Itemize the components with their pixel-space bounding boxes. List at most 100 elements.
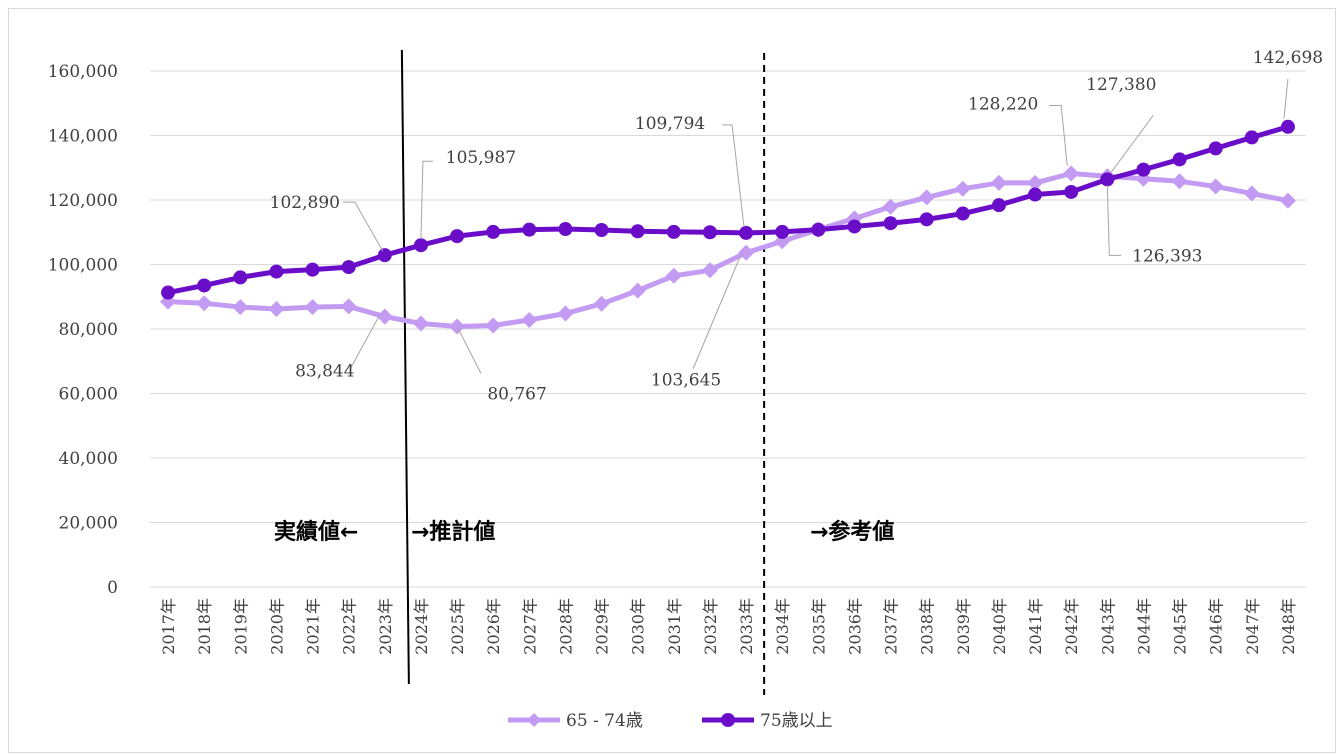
data-point-circle bbox=[558, 222, 573, 237]
x-tick-label: 2021年 bbox=[304, 598, 323, 655]
data-point-circle bbox=[883, 216, 898, 231]
legend-label-75plus: 75歳以上 bbox=[760, 711, 833, 731]
data-point-circle bbox=[919, 212, 934, 227]
data-point-circle bbox=[847, 219, 862, 234]
x-tick-label: 2040年 bbox=[990, 598, 1009, 655]
leader-line bbox=[1283, 78, 1289, 119]
data-point-circle bbox=[1064, 184, 1079, 199]
annotation-estimate: →推計値 bbox=[411, 519, 495, 545]
annotation-actual: 実績値← bbox=[274, 519, 358, 545]
gridlines bbox=[150, 70, 1306, 588]
series-lines bbox=[160, 119, 1296, 335]
data-point-diamond bbox=[1171, 173, 1188, 190]
y-tick-label: 0 bbox=[107, 578, 118, 598]
y-axis: 0 20,000 40,000 60,000 80,000 100,000 120,000 1… bbox=[48, 62, 118, 598]
data-label: 127,380 bbox=[1086, 75, 1156, 95]
annotation-reference: →参考値 bbox=[810, 519, 894, 545]
data-point-diamond bbox=[521, 311, 538, 328]
x-tick-label: 2030年 bbox=[629, 598, 648, 655]
data-point-circle bbox=[991, 198, 1006, 213]
data-point-diamond bbox=[593, 295, 610, 312]
legend-marker-diamond bbox=[527, 713, 541, 727]
data-point-diamond bbox=[557, 305, 574, 322]
x-tick-label: 2028年 bbox=[556, 598, 575, 655]
x-tick-label: 2020年 bbox=[267, 598, 286, 655]
x-tick-label: 2017年 bbox=[159, 598, 178, 655]
data-label: 102,890 bbox=[270, 193, 340, 213]
data-point-diamond bbox=[1279, 192, 1296, 209]
divider-actual-estimate bbox=[400, 49, 410, 685]
data-labels: 83,844 80,767 103,645 128,220 127,380 102,890… bbox=[270, 48, 1323, 405]
data-point-diamond bbox=[485, 317, 502, 334]
data-point-diamond bbox=[1243, 185, 1260, 202]
y-tick-label: 160,000 bbox=[48, 62, 118, 82]
data-point-circle bbox=[161, 285, 176, 300]
y-tick-label: 100,000 bbox=[48, 256, 118, 276]
x-tick-label: 2024年 bbox=[412, 598, 431, 655]
data-point-circle bbox=[702, 225, 717, 240]
x-tick-label: 2042年 bbox=[1062, 598, 1081, 655]
data-point-circle bbox=[1244, 130, 1259, 145]
x-tick-label: 2031年 bbox=[665, 598, 684, 655]
data-label: 126,393 bbox=[1132, 246, 1202, 266]
data-point-circle bbox=[775, 224, 790, 239]
y-tick-label: 20,000 bbox=[59, 514, 118, 534]
leader-line bbox=[1106, 185, 1122, 256]
data-point-circle bbox=[197, 278, 212, 293]
leader-line bbox=[722, 124, 745, 227]
period-dividers bbox=[400, 49, 766, 695]
data-point-diamond bbox=[665, 267, 682, 284]
label-leader-lines bbox=[342, 78, 1289, 374]
data-point-circle bbox=[594, 222, 609, 237]
data-point-circle bbox=[269, 264, 284, 279]
x-tick-label: 2027年 bbox=[520, 598, 539, 655]
x-tick-label: 2041年 bbox=[1026, 598, 1045, 655]
data-point-circle bbox=[811, 222, 826, 237]
leader-line bbox=[420, 160, 433, 240]
leader-line bbox=[349, 316, 380, 370]
data-point-diamond bbox=[738, 244, 755, 261]
data-point-circle bbox=[1172, 152, 1187, 167]
data-point-circle bbox=[305, 262, 320, 277]
data-point-circle bbox=[233, 270, 248, 285]
data-point-diamond bbox=[1027, 174, 1044, 191]
data-label: 83,844 bbox=[295, 362, 354, 382]
x-tick-label: 2019年 bbox=[231, 598, 250, 655]
y-tick-label: 40,000 bbox=[59, 449, 118, 469]
x-tick-label: 2036年 bbox=[845, 598, 864, 655]
x-tick-label: 2044年 bbox=[1134, 598, 1153, 655]
data-label: 103,645 bbox=[651, 371, 721, 391]
data-point-diamond bbox=[1207, 178, 1224, 195]
data-point-diamond bbox=[918, 189, 935, 206]
leader-line bbox=[342, 201, 384, 252]
data-point-circle bbox=[955, 206, 970, 221]
legend-marker-circle bbox=[721, 713, 735, 727]
x-tick-label: 2029年 bbox=[593, 598, 612, 655]
data-point-diamond bbox=[376, 308, 393, 325]
data-label: 80,767 bbox=[487, 385, 546, 405]
chart-border bbox=[8, 8, 1336, 753]
data-point-circle bbox=[1028, 187, 1043, 202]
y-tick-label: 80,000 bbox=[59, 320, 118, 340]
data-point-circle bbox=[630, 224, 645, 239]
data-label: 128,220 bbox=[968, 94, 1038, 114]
x-tick-label: 2045年 bbox=[1171, 598, 1190, 655]
x-tick-label: 2047年 bbox=[1243, 598, 1262, 655]
leader-line bbox=[1110, 114, 1154, 173]
data-point-circle bbox=[1136, 162, 1151, 177]
x-tick-label: 2038年 bbox=[918, 598, 937, 655]
data-point-diamond bbox=[1063, 165, 1080, 182]
x-tick-label: 2026年 bbox=[484, 598, 503, 655]
y-tick-label: 140,000 bbox=[48, 127, 118, 147]
x-tick-label: 2018年 bbox=[195, 598, 214, 655]
data-point-circle bbox=[413, 238, 428, 253]
x-tick-label: 2034年 bbox=[773, 598, 792, 655]
data-point-circle bbox=[522, 222, 537, 237]
x-tick-label: 2035年 bbox=[809, 598, 828, 655]
x-tick-label: 2048年 bbox=[1279, 598, 1298, 655]
x-tick-label: 2022年 bbox=[340, 598, 359, 655]
x-tick-label: 2046年 bbox=[1207, 598, 1226, 655]
data-point-circle bbox=[1280, 119, 1295, 134]
data-point-circle bbox=[1208, 141, 1223, 156]
